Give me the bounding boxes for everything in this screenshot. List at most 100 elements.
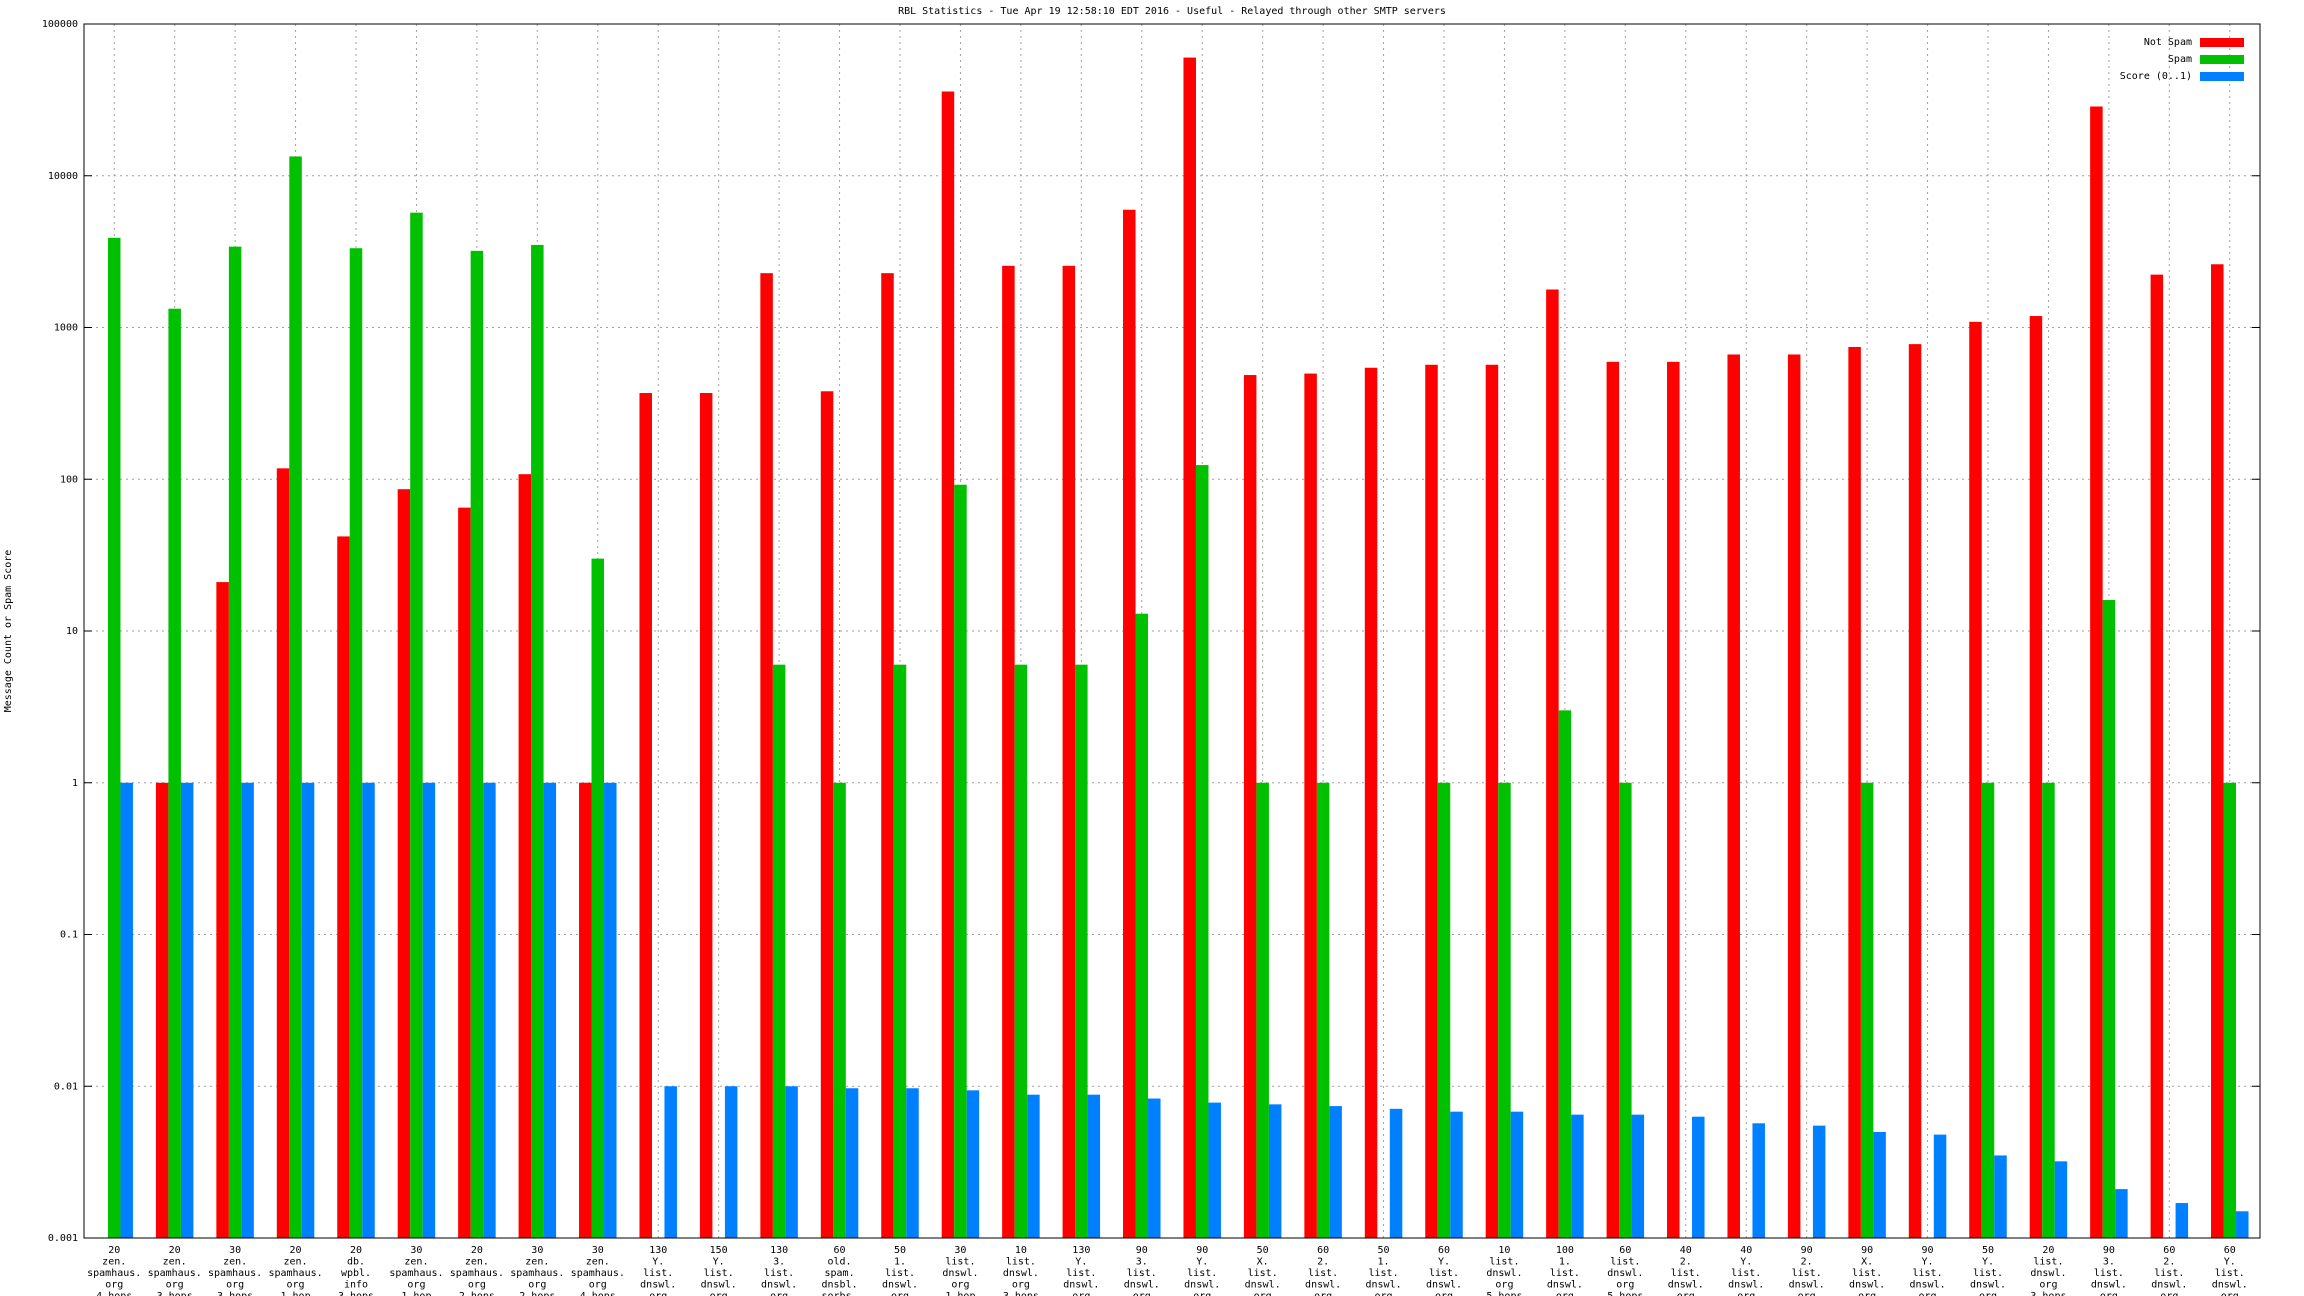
bar [785, 1086, 798, 1238]
x-tick-label-line: 3. [1136, 1257, 1148, 1268]
x-tick-label-line: org [1012, 1280, 1030, 1291]
x-tick-label-line: list. [885, 1268, 915, 1279]
bar [1087, 1094, 1101, 1238]
x-tick-label-line: spamhaus. [571, 1268, 625, 1279]
bar [1981, 782, 1995, 1238]
x-tick-label-line: org [1072, 1291, 1090, 1296]
x-tick-label-line: spamhaus. [389, 1268, 443, 1279]
x-tick-label-line: list. [1006, 1257, 1036, 1268]
x-tick-label-line: 40 [1740, 1245, 1752, 1256]
bar [1873, 1131, 1886, 1238]
x-tick-label-line: 30 [954, 1245, 966, 1256]
x-tick-label-line: org [1737, 1291, 1755, 1296]
x-tick-label-line: list. [1610, 1257, 1640, 1268]
x-tick-label-line: zen. [163, 1257, 187, 1268]
x-tick-label-line: Y. [2224, 1257, 2236, 1268]
bar [276, 468, 290, 1238]
x-tick-label-line: dnswl. [701, 1280, 737, 1291]
x-tick-label-line: 2. [1801, 1257, 1813, 1268]
x-tick-label-line: sorbs. [821, 1291, 857, 1296]
x-tick-label-line: list. [2094, 1268, 2124, 1279]
x-tick-label-line: X. [1257, 1257, 1269, 1268]
bar [518, 474, 532, 1238]
bar [349, 248, 363, 1238]
bar [1498, 782, 1511, 1238]
bar [337, 536, 350, 1238]
bar [483, 782, 496, 1238]
x-tick-label-line: dnswl. [1970, 1280, 2006, 1291]
bar [1619, 782, 1632, 1238]
x-tick-label-line: Y. [1438, 1257, 1450, 1268]
x-tick-label-line: list. [2154, 1268, 2184, 1279]
x-tick-label-line: dnswl. [1003, 1268, 1039, 1279]
x-tick-label-line: dnswl. [2030, 1268, 2066, 1279]
x-tick-label-line: dnswl. [1184, 1280, 1220, 1291]
x-tick-label-line: zen. [404, 1257, 428, 1268]
bar [1860, 782, 1874, 1238]
x-tick-label-line: dnswl. [882, 1280, 918, 1291]
x-tick-label-line: list. [1429, 1268, 1459, 1279]
bar [2029, 316, 2043, 1238]
bar [1908, 344, 1922, 1238]
plot-frame [83, 23, 2261, 1239]
x-tick-label-line: 40 [1680, 1245, 1692, 1256]
x-tick-label-line: spamhaus. [510, 1268, 564, 1279]
bar [2211, 264, 2224, 1239]
bar [1667, 361, 1680, 1239]
bar [362, 782, 375, 1238]
x-tick-label-line: 2. [1317, 1257, 1329, 1268]
x-tick-label-line: list. [1550, 1268, 1580, 1279]
bar [1994, 1155, 2007, 1238]
x-tick-label-line: org [1375, 1291, 1393, 1296]
y-tick-label: 0.01 [54, 1081, 78, 1092]
bar [699, 393, 713, 1238]
x-tick-label-line: 1 hop [281, 1291, 311, 1296]
bar [1014, 664, 1028, 1238]
bar [893, 664, 907, 1238]
bar [664, 1086, 677, 1238]
bar [228, 246, 242, 1238]
x-tick-label-line: dnswl. [1849, 1280, 1885, 1291]
x-tick-label-line: zen. [586, 1257, 610, 1268]
x-tick-label-line: list. [704, 1268, 734, 1279]
x-tick-label-line: list. [1852, 1268, 1882, 1279]
x-tick-label-line: 2. [2163, 1257, 2175, 1268]
x-tick-label-line: dnswl. [1365, 1280, 1401, 1291]
bar [1027, 1094, 1040, 1238]
x-tick-label-line: 20 [290, 1245, 302, 1256]
y-tick-label: 1000 [54, 323, 78, 334]
x-tick-label-line: org [2160, 1291, 2178, 1296]
x-tick-label-line: Y. [1922, 1257, 1934, 1268]
x-tick-label-line: spamhaus. [450, 1268, 504, 1279]
bar [1062, 265, 1076, 1239]
x-tick-label: 50Y.list.dnswl.org5 hops [1970, 1245, 2006, 1296]
x-tick-label-line: 4 hops [580, 1291, 616, 1296]
x-tick-label-line: list. [1248, 1268, 1278, 1279]
x-tick-label-line: 3 hops [2030, 1291, 2066, 1296]
x-tick-label-line: zen. [223, 1257, 247, 1268]
bar [1571, 1114, 1584, 1238]
x-tick-label-line: dnswl. [2212, 1280, 2248, 1291]
x-tick-label-line: org [891, 1291, 909, 1296]
x-tick-label-line: 3 hops [217, 1291, 253, 1296]
bar [1268, 1104, 1282, 1238]
bar [1075, 664, 1088, 1238]
x-tick-label-line: Y. [652, 1257, 664, 1268]
x-tick-label-line: dnswl. [1305, 1280, 1341, 1291]
y-tick-label: 100 [60, 474, 78, 485]
x-tick-label-line: 20 [350, 1245, 362, 1256]
x-tick-label-line: 130 [1072, 1245, 1090, 1256]
bar [772, 664, 786, 1238]
